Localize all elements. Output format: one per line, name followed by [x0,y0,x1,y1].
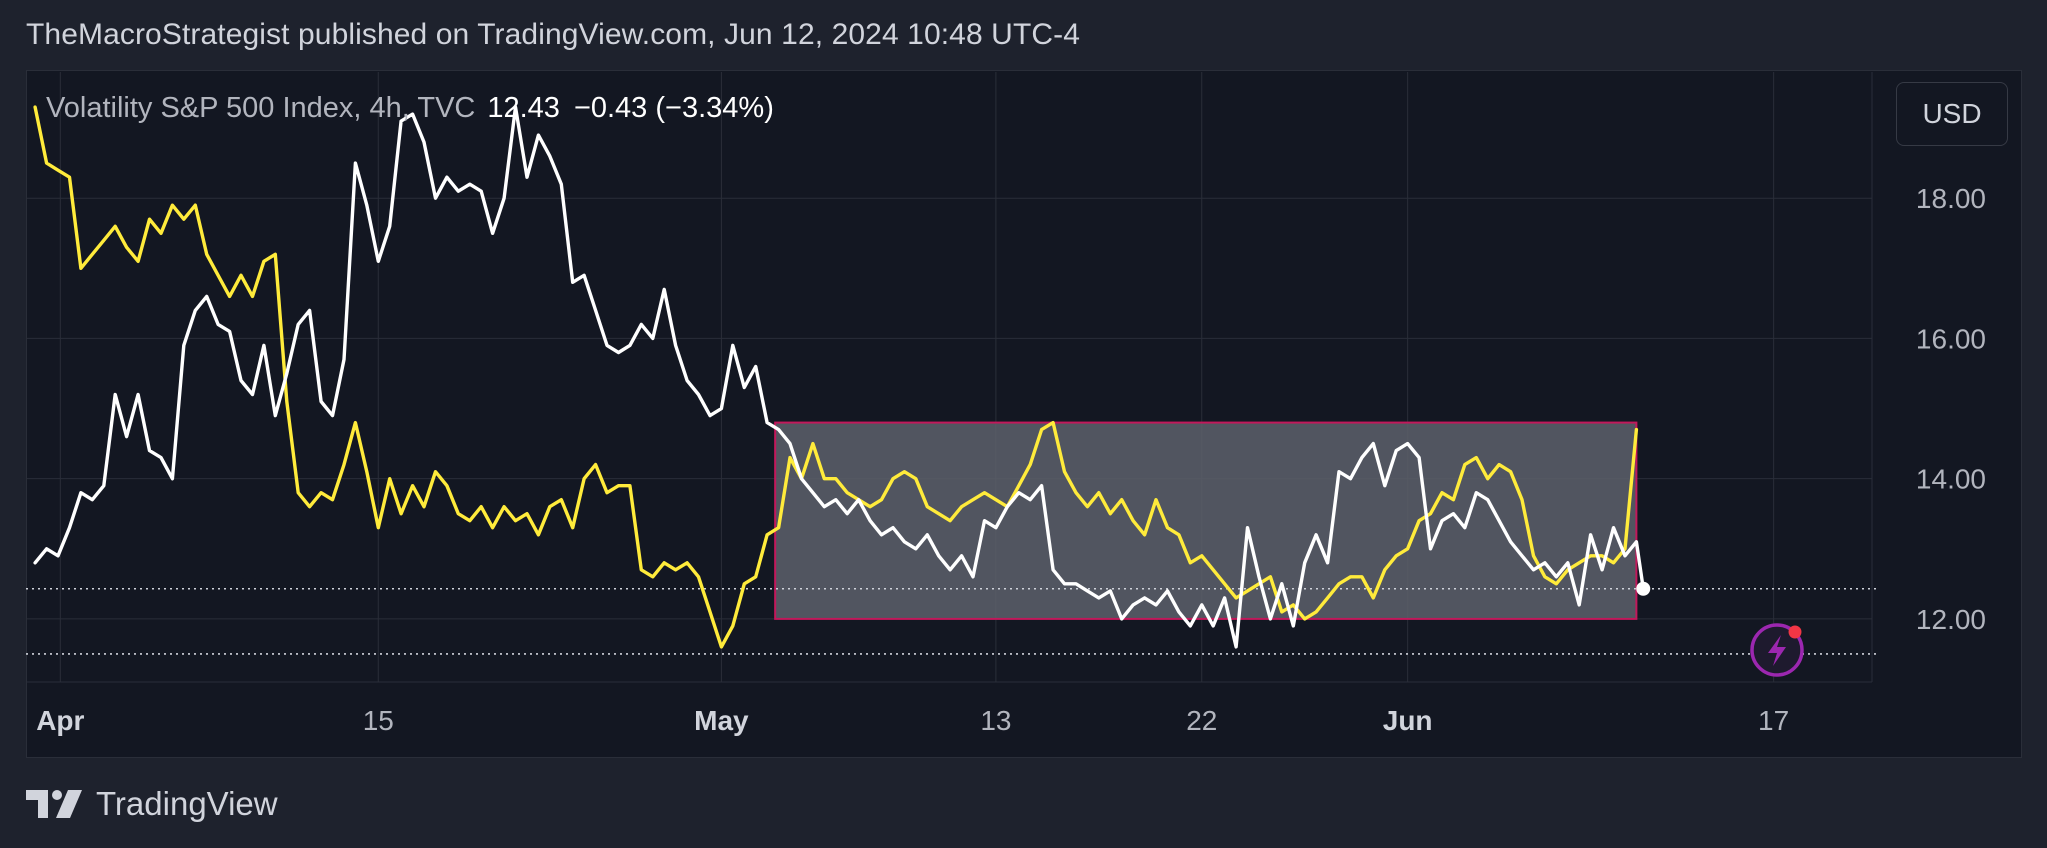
legend-price: 12.43 [487,92,560,124]
last-price-marker [1636,581,1651,596]
legend-change: −0.43 (−3.34%) [573,92,774,124]
axis-labels: 18.00 16.00 14.00 12.00 Apr 15 May 13 22 Jun 17 [36,183,1986,736]
y-tick-label: 14.00 [1916,464,1986,495]
lightning-icon[interactable] [1750,623,1804,677]
x-tick-label: Apr [36,705,84,736]
range-box-layer[interactable] [774,421,1638,620]
series-line-overlay [33,105,1639,649]
currency-button[interactable]: USD [1896,82,2008,146]
series-layer [33,105,1646,649]
y-tick-label: 16.00 [1916,323,1986,354]
legend-symbol: Volatility S&P 500 Index, 4h, TVC [46,92,476,124]
chart-pane[interactable] [26,70,2022,758]
series-line-vix [33,105,1646,649]
x-tick-label: 17 [1758,705,1789,736]
notification-dot [1788,625,1802,639]
lightning-bolt-glyph [1768,635,1786,666]
x-tick-label: 13 [980,705,1011,736]
x-tick-label: 22 [1186,705,1217,736]
tradingview-logo[interactable]: TradingView [26,782,278,826]
tradingview-logo-icon [26,790,82,818]
x-tick-label: Jun [1383,705,1433,736]
range-box[interactable] [774,421,1638,620]
footer-brand: TradingView [96,785,278,822]
y-tick-label: 12.00 [1916,604,1986,635]
marker-layer [1636,581,1804,677]
publisher-line: TheMacroStrategist published on TradingV… [26,18,1081,51]
y-tick-label: 18.00 [1916,183,1986,214]
chart-legend: Volatility S&P 500 Index, 4h, TVC 12.43 −0… [46,92,774,125]
x-tick-label: 15 [363,705,394,736]
x-tick-label: May [694,705,749,736]
